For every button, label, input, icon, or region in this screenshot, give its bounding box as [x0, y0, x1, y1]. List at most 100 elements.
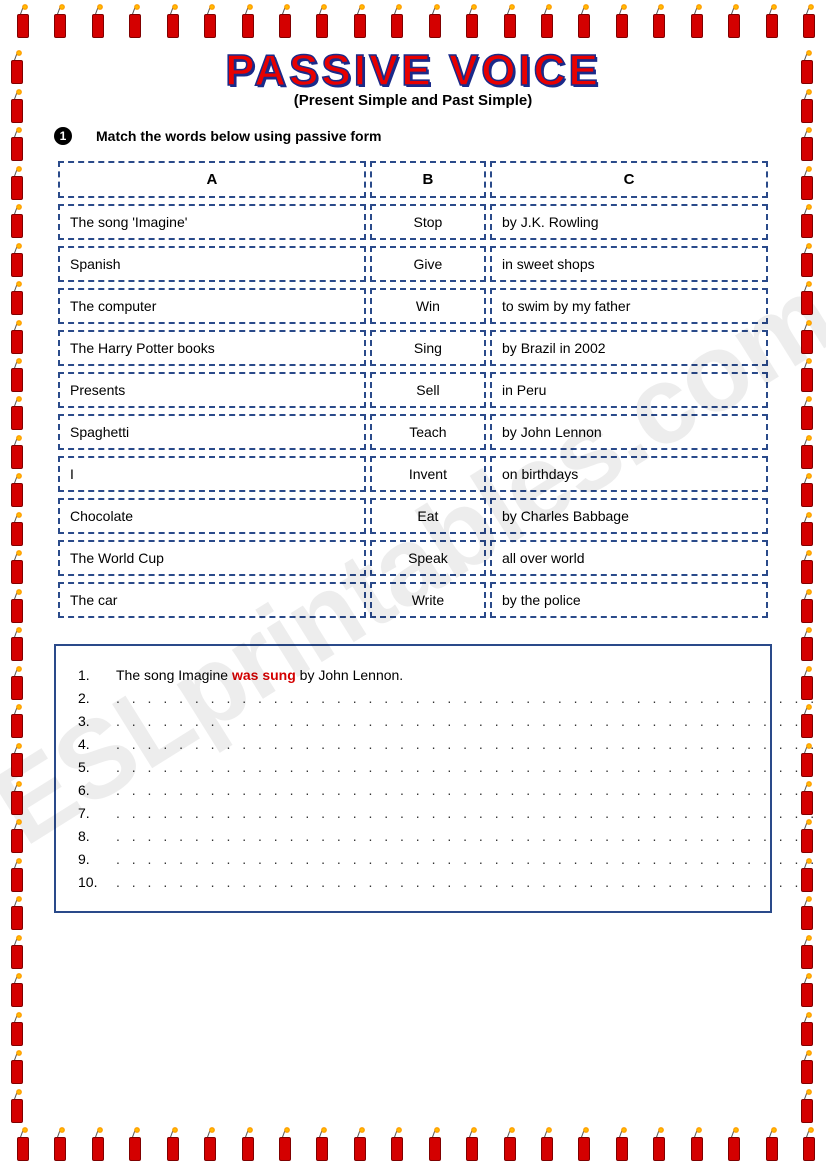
answer-num: 8.: [78, 828, 100, 844]
dynamite-icon: [800, 975, 814, 1007]
page-subtitle: (Present Simple and Past Simple): [48, 92, 778, 109]
table-header-b: B: [370, 161, 486, 198]
answer-num: 7.: [78, 805, 100, 821]
table-cell-b: Stop: [370, 204, 486, 240]
answer-dots: . . . . . . . . . . . . . . . . . . . . …: [116, 851, 826, 867]
dynamite-icon: [10, 1014, 24, 1046]
dynamite-icon: [652, 1129, 666, 1161]
dynamite-icon: [690, 1129, 704, 1161]
dynamite-icon: [10, 552, 24, 584]
dynamite-icon: [800, 1014, 814, 1046]
dynamite-icon: [465, 1129, 479, 1161]
table-cell-a: I: [58, 456, 366, 492]
table-row: The carWriteby the police: [58, 582, 768, 618]
answer-num: 3.: [78, 713, 100, 729]
dynamite-icon: [800, 360, 814, 392]
dynamite-icon: [91, 1129, 105, 1161]
answer-example: 1. The song Imagine was sung by John Len…: [78, 667, 748, 683]
dynamite-icon: [428, 1129, 442, 1161]
dynamite-icon: [10, 91, 24, 123]
table-row: PresentsSellin Peru: [58, 372, 768, 408]
dynamite-icon: [800, 168, 814, 200]
dynamite-icon: [540, 1129, 554, 1161]
dynamite-icon: [615, 1129, 629, 1161]
dynamite-icon: [800, 937, 814, 969]
dynamite-icon: [800, 821, 814, 853]
answer-num: 9.: [78, 851, 100, 867]
table-cell-b: Sing: [370, 330, 486, 366]
answer-dots: . . . . . . . . . . . . . . . . . . . . …: [116, 736, 826, 752]
dynamite-icon: [615, 6, 629, 38]
dynamite-icon: [203, 1129, 217, 1161]
dynamite-icon: [128, 6, 142, 38]
instruction: 1 Match the words below using passive fo…: [54, 127, 772, 145]
table-cell-a: The car: [58, 582, 366, 618]
table-cell-a: The World Cup: [58, 540, 366, 576]
dynamite-icon: [10, 514, 24, 546]
answer-text: The song Imagine was sung by John Lennon…: [116, 667, 748, 683]
answer-dots: . . . . . . . . . . . . . . . . . . . . …: [116, 828, 826, 844]
dynamite-icon: [577, 1129, 591, 1161]
dynamite-icon: [800, 52, 814, 84]
dynamite-icon: [10, 360, 24, 392]
dynamite-icon: [540, 6, 554, 38]
table-header-c: C: [490, 161, 768, 198]
dynamite-icon: [800, 129, 814, 161]
table-cell-b: Speak: [370, 540, 486, 576]
dynamite-icon: [802, 1129, 816, 1161]
dynamite-icon: [10, 129, 24, 161]
table-cell-c: to swim by my father: [490, 288, 768, 324]
answer-num: 2.: [78, 690, 100, 706]
answer-dots: . . . . . . . . . . . . . . . . . . . . …: [116, 874, 826, 890]
table-row: SpaghettiTeachby John Lennon: [58, 414, 768, 450]
table-cell-c: by John Lennon: [490, 414, 768, 450]
dynamite-icon: [802, 6, 816, 38]
page-title: PASSIVE VOICE: [48, 46, 778, 96]
answer-blank: 2.. . . . . . . . . . . . . . . . . . . …: [78, 690, 748, 706]
answer-blank: 10.. . . . . . . . . . . . . . . . . . .…: [78, 874, 748, 890]
dynamite-icon: [10, 629, 24, 661]
dynamite-icon: [765, 1129, 779, 1161]
bullet-icon: 1: [54, 127, 72, 145]
table-cell-b: Give: [370, 246, 486, 282]
dynamite-icon: [800, 322, 814, 354]
dynamite-icon: [10, 475, 24, 507]
answer-blank: 7.. . . . . . . . . . . . . . . . . . . …: [78, 805, 748, 821]
dynamite-icon: [53, 1129, 67, 1161]
dynamite-icon: [10, 322, 24, 354]
dynamite-icon: [800, 629, 814, 661]
dynamite-icon: [10, 937, 24, 969]
dynamite-icon: [465, 6, 479, 38]
dynamite-icon: [800, 283, 814, 315]
dynamite-icon: [800, 745, 814, 777]
example-before: The song Imagine: [116, 667, 232, 683]
table-cell-c: on birthdays: [490, 456, 768, 492]
table-cell-a: The Harry Potter books: [58, 330, 366, 366]
dynamite-icon: [278, 6, 292, 38]
table-cell-b: Sell: [370, 372, 486, 408]
answer-dots: . . . . . . . . . . . . . . . . . . . . …: [116, 690, 826, 706]
answers-box: 1. The song Imagine was sung by John Len…: [54, 644, 772, 913]
example-highlight: was sung: [232, 667, 296, 683]
dynamite-icon: [800, 437, 814, 469]
answer-num: 10.: [78, 874, 100, 890]
table-cell-a: Spanish: [58, 246, 366, 282]
table-cell-c: by J.K. Rowling: [490, 204, 768, 240]
dynamite-icon: [10, 821, 24, 853]
answer-blank: 3.. . . . . . . . . . . . . . . . . . . …: [78, 713, 748, 729]
answer-num: 5.: [78, 759, 100, 775]
instruction-text: Match the words below using passive form: [96, 128, 382, 144]
dynamite-icon: [10, 245, 24, 277]
dynamite-icon: [16, 6, 30, 38]
table-row: The computerWinto swim by my father: [58, 288, 768, 324]
table-cell-b: Write: [370, 582, 486, 618]
dynamite-icon: [800, 783, 814, 815]
table-cell-a: Chocolate: [58, 498, 366, 534]
table-header-a: A: [58, 161, 366, 198]
answer-blank: 9.. . . . . . . . . . . . . . . . . . . …: [78, 851, 748, 867]
example-after: by John Lennon.: [296, 667, 403, 683]
dynamite-icon: [800, 398, 814, 430]
dynamite-icon: [727, 1129, 741, 1161]
dynamite-icon: [10, 745, 24, 777]
dynamite-icon: [503, 1129, 517, 1161]
